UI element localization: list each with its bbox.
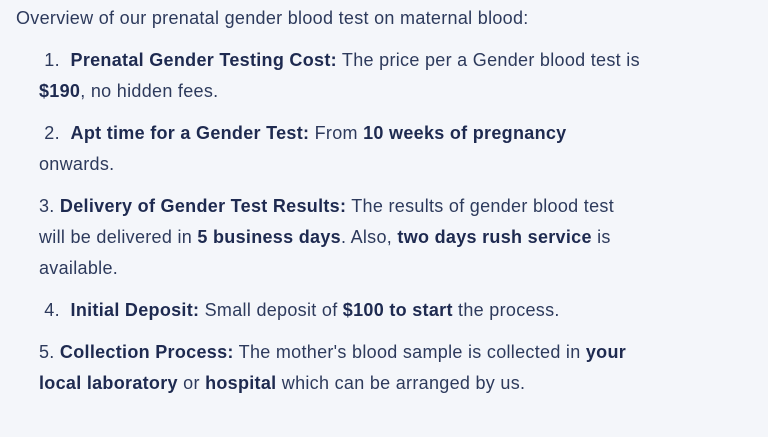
- list-item-line: will be delivered in 5 business days. Al…: [39, 222, 738, 253]
- list-item-line: 2. Apt time for a Gender Test: From 10 w…: [39, 118, 738, 149]
- intro-paragraph: Overview of our prenatal gender blood te…: [16, 8, 529, 28]
- list-item-line: 5. Collection Process: The mother's bloo…: [39, 337, 738, 368]
- list-item: 5. Collection Process: The mother's bloo…: [39, 337, 738, 399]
- list-item: 4. Initial Deposit: Small deposit of $10…: [39, 295, 738, 326]
- text-run: Small deposit of: [199, 300, 343, 320]
- text-run: 3.: [39, 196, 60, 216]
- list-item-line: 1. Prenatal Gender Testing Cost: The pri…: [39, 45, 738, 76]
- bold-text-run: your: [585, 342, 627, 362]
- text-run: . Also,: [340, 227, 398, 247]
- bold-text-run: local laboratory: [39, 373, 178, 393]
- text-run: will be delivered in: [39, 227, 198, 247]
- list-item: 1. Prenatal Gender Testing Cost: The pri…: [39, 45, 738, 107]
- bold-text-run: $190: [39, 81, 81, 101]
- list-item-line: available.: [39, 253, 738, 284]
- list-item-line: onwards.: [39, 149, 738, 180]
- bold-text-run: Apt time for a Gender Test:: [70, 123, 310, 143]
- list-item: 3. Delivery of Gender Test Results: The …: [39, 191, 738, 284]
- bold-text-run: Collection Process:: [59, 342, 234, 362]
- text-run: or: [177, 373, 206, 393]
- text-run: The mother's blood sample is collected i…: [233, 342, 586, 362]
- list-item: 2. Apt time for a Gender Test: From 10 w…: [39, 118, 738, 180]
- text-run: is: [591, 227, 611, 247]
- text-run: available.: [39, 258, 119, 278]
- text-run: 4.: [39, 300, 71, 320]
- text-run: From: [309, 123, 364, 143]
- text-run: 2.: [39, 123, 71, 143]
- text-run: the process.: [452, 300, 560, 320]
- text-run: The results of gender blood test: [346, 196, 615, 216]
- list-item-line: $190, no hidden fees.: [39, 76, 738, 107]
- numbered-list: 1. Prenatal Gender Testing Cost: The pri…: [16, 45, 738, 399]
- text-run: , no hidden fees.: [80, 81, 219, 101]
- text-run: 5.: [39, 342, 60, 362]
- list-item-line: local laboratory or hospital which can b…: [39, 368, 738, 399]
- text-run: 1.: [39, 50, 71, 70]
- bold-text-run: 5 business days: [197, 227, 341, 247]
- text-run: The price per a Gender blood test is: [336, 50, 640, 70]
- text-run: which can be arranged by us.: [276, 373, 526, 393]
- bold-text-run: two days rush service: [397, 227, 592, 247]
- bold-text-run: Delivery of Gender Test Results:: [59, 196, 347, 216]
- bold-text-run: hospital: [205, 373, 277, 393]
- bold-text-run: 10 weeks of pregnancy: [363, 123, 567, 143]
- bold-text-run: $100 to start: [342, 300, 453, 320]
- list-item-line: 3. Delivery of Gender Test Results: The …: [39, 191, 738, 222]
- text-run: onwards.: [39, 154, 115, 174]
- bold-text-run: Initial Deposit:: [70, 300, 200, 320]
- bold-text-run: Prenatal Gender Testing Cost:: [70, 50, 337, 70]
- list-item-line: 4. Initial Deposit: Small deposit of $10…: [39, 295, 738, 326]
